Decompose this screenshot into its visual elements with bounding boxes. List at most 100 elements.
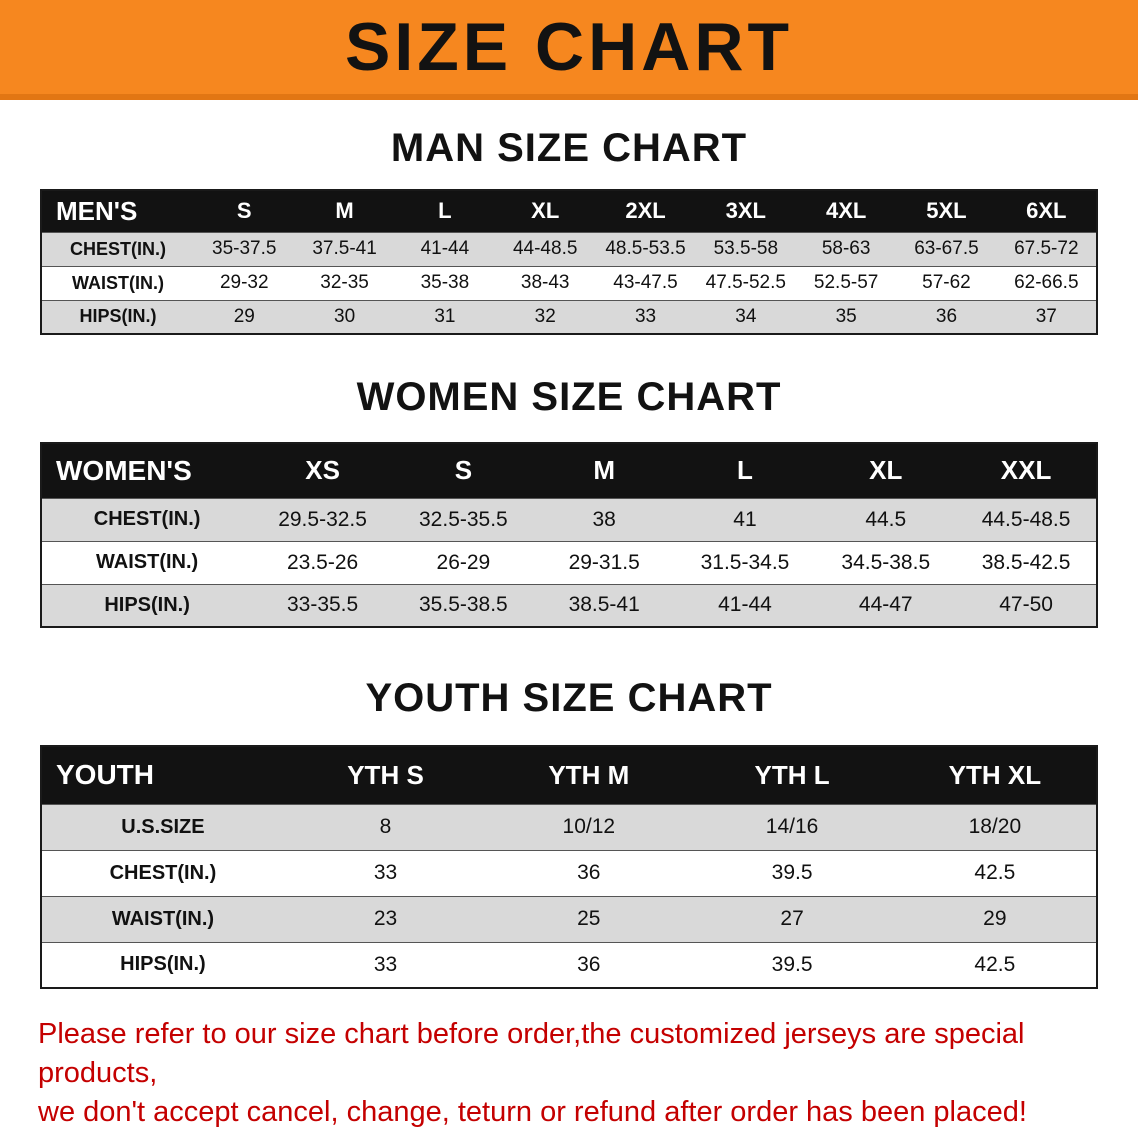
women-size-table: WOMEN'S XS S M L XL XXL CHEST(IN.) 29.5-32.5 32.5… bbox=[40, 442, 1098, 628]
size-header-cell: XL bbox=[495, 190, 596, 232]
size-value-cell: 44.5-48.5 bbox=[981, 507, 1071, 531]
section-men: MAN SIZE CHART MEN'S S M L XL 2XL 3XL 4XL 5XL 6XL… bbox=[0, 100, 1138, 335]
notice-line-2: we don't accept cancel, change, teturn o… bbox=[38, 1096, 1027, 1129]
youth-size-table: YOUTH YTH S YTH M YTH L YTH XL U.S.SIZE 8 10/12… bbox=[40, 745, 1098, 989]
size-header-cell: L bbox=[394, 190, 496, 232]
table-row: CHEST(IN.) 29.5-32.5 32.5-35.5 38 41 44.5 44.5… bbox=[41, 498, 1097, 541]
size-value-cell: 18/20 bbox=[968, 815, 1022, 838]
table-header-row: YOUTH YTH S YTH M YTH L YTH XL bbox=[41, 746, 1097, 804]
page-title: SIZE CHART bbox=[345, 9, 793, 85]
size-value-cell: 44-47 bbox=[858, 593, 913, 617]
size-value-cell: 38 bbox=[592, 507, 616, 531]
size-value-cell: 32 bbox=[534, 305, 556, 327]
size-value-cell: 58-63 bbox=[821, 238, 871, 259]
table-row: CHEST(IN.) 35-37.5 37.5-41 41-44 44-48.5 48.5… bbox=[41, 232, 1097, 266]
size-value-cell: 23.5-26 bbox=[286, 550, 359, 574]
size-value-cell: 35 bbox=[835, 305, 857, 327]
table-title-cell: YOUTH bbox=[41, 746, 284, 804]
row-label: WAIST(IN.) bbox=[72, 272, 165, 293]
section-heading-youth: YOUTH SIZE CHART bbox=[365, 676, 773, 720]
table-body: CHEST(IN.) 29.5-32.5 32.5-35.5 38 41 44.5 44.5… bbox=[41, 498, 1097, 627]
footer-notice: Please refer to our size chart before or… bbox=[38, 1015, 1100, 1132]
size-header-cell: 6XL bbox=[996, 190, 1097, 232]
size-value-cell: 23 bbox=[373, 907, 398, 930]
section-youth: YOUTH SIZE CHART YOUTH YTH S YTH M YTH L YTH… bbox=[0, 628, 1138, 989]
size-value-cell: 44.5 bbox=[865, 507, 907, 531]
size-header-cell: M bbox=[294, 190, 395, 232]
size-value-cell: 48.5-53.5 bbox=[605, 238, 686, 259]
size-header-cell: 4XL bbox=[795, 190, 897, 232]
size-value-cell: 52.5-57 bbox=[813, 272, 879, 293]
section-heading-men: MAN SIZE CHART bbox=[390, 126, 748, 170]
size-header-cell: L bbox=[674, 443, 816, 498]
size-header-cell: YTH L bbox=[690, 746, 894, 804]
charts-container: MAN SIZE CHART MEN'S S M L XL 2XL 3XL 4XL 5XL 6XL… bbox=[0, 100, 1138, 989]
size-header-cell: XXL bbox=[956, 443, 1097, 498]
size-header-cell: YTH M bbox=[487, 746, 691, 804]
size-value-cell: 27 bbox=[780, 907, 804, 930]
size-value-cell: 36 bbox=[577, 861, 601, 884]
size-value-cell: 14/16 bbox=[765, 815, 819, 838]
size-value-cell: 67.5-72 bbox=[1014, 238, 1079, 259]
size-header-cell: 5XL bbox=[896, 190, 997, 232]
size-value-cell: 36 bbox=[935, 305, 958, 327]
size-value-cell: 36 bbox=[577, 952, 601, 976]
size-value-cell: 35-37.5 bbox=[212, 238, 277, 259]
men-size-table: MEN'S S M L XL 2XL 3XL 4XL 5XL 6XL CHEST(IN.) 35-37… bbox=[40, 189, 1098, 335]
size-value-cell: 8 bbox=[379, 815, 392, 838]
banner: SIZE CHART bbox=[0, 0, 1138, 100]
size-value-cell: 39.5 bbox=[771, 952, 813, 976]
row-label: CHEST(IN.) bbox=[109, 861, 217, 884]
size-value-cell: 63-67.5 bbox=[914, 238, 979, 259]
table-header-row: MEN'S S M L XL 2XL 3XL 4XL 5XL 6XL bbox=[41, 190, 1097, 232]
size-value-cell: 41-44 bbox=[420, 238, 470, 259]
size-value-cell: 37 bbox=[1035, 305, 1057, 327]
row-label: HIPS(IN.) bbox=[120, 953, 206, 976]
size-value-cell: 42.5 bbox=[974, 861, 1016, 884]
table-body: U.S.SIZE 8 10/12 14/16 18/20 CHEST(IN.) 33 36 39… bbox=[41, 804, 1097, 988]
size-value-cell: 31 bbox=[434, 305, 456, 327]
section-heading-women: WOMEN SIZE CHART bbox=[356, 375, 782, 419]
size-header-cell: YTH S bbox=[283, 746, 488, 804]
size-value-cell: 29.5-32.5 bbox=[278, 507, 367, 531]
table-row: HIPS(IN.) 33-35.5 35.5-38.5 38.5-41 41-44 44-… bbox=[41, 584, 1097, 627]
size-value-cell: 38.5-41 bbox=[568, 593, 640, 617]
size-value-cell: 33 bbox=[634, 305, 657, 327]
table-head: MEN'S S M L XL 2XL 3XL 4XL 5XL 6XL bbox=[41, 190, 1097, 232]
table-row: CHEST(IN.) 33 36 39.5 42.5 bbox=[41, 850, 1097, 896]
size-header-cell: M bbox=[533, 443, 675, 498]
size-header-cell: S bbox=[392, 443, 534, 498]
table-row: U.S.SIZE 8 10/12 14/16 18/20 bbox=[41, 804, 1097, 850]
size-header-cell: XS bbox=[252, 443, 393, 498]
row-label: HIPS(IN.) bbox=[79, 306, 157, 327]
size-value-cell: 35-38 bbox=[420, 272, 470, 293]
row-label: WAIST(IN.) bbox=[95, 551, 199, 573]
size-value-cell: 29-32 bbox=[219, 272, 269, 293]
size-value-cell: 31.5-34.5 bbox=[700, 550, 790, 574]
size-value-cell: 10/12 bbox=[562, 815, 616, 838]
size-value-cell: 32-35 bbox=[320, 272, 369, 293]
table-row: WAIST(IN.) 23.5-26 26-29 29-31.5 31.5-34.5 34… bbox=[41, 541, 1097, 584]
size-value-cell: 34 bbox=[735, 305, 757, 327]
table-row: HIPS(IN.) 33 36 39.5 42.5 bbox=[41, 942, 1097, 988]
size-value-cell: 41-44 bbox=[718, 593, 772, 617]
size-header-cell: XL bbox=[815, 443, 957, 498]
row-label: CHEST(IN.) bbox=[93, 508, 201, 530]
table-row: HIPS(IN.) 29 30 31 32 33 34 35 36 37 bbox=[41, 300, 1097, 334]
size-value-cell: 26-29 bbox=[436, 550, 491, 574]
notice-line-1: Please refer to our size chart before or… bbox=[38, 1018, 1025, 1090]
size-value-cell: 57-62 bbox=[922, 272, 971, 293]
table-head: WOMEN'S XS S M L XL XXL bbox=[41, 443, 1097, 498]
size-value-cell: 37.5-41 bbox=[312, 238, 377, 259]
size-value-cell: 41 bbox=[733, 507, 757, 531]
size-value-cell: 29 bbox=[983, 907, 1007, 930]
section-women: WOMEN SIZE CHART WOMEN'S XS S M L XL XXL CHEST(… bbox=[0, 335, 1138, 628]
row-label: U.S.SIZE bbox=[121, 815, 205, 838]
size-value-cell: 35.5-38.5 bbox=[419, 593, 508, 617]
size-value-cell: 32.5-35.5 bbox=[419, 507, 508, 531]
size-value-cell: 47-50 bbox=[999, 593, 1053, 617]
table-title-cell: MEN'S bbox=[41, 190, 195, 232]
size-value-cell: 38.5-42.5 bbox=[981, 550, 1071, 574]
size-value-cell: 25 bbox=[577, 907, 601, 930]
